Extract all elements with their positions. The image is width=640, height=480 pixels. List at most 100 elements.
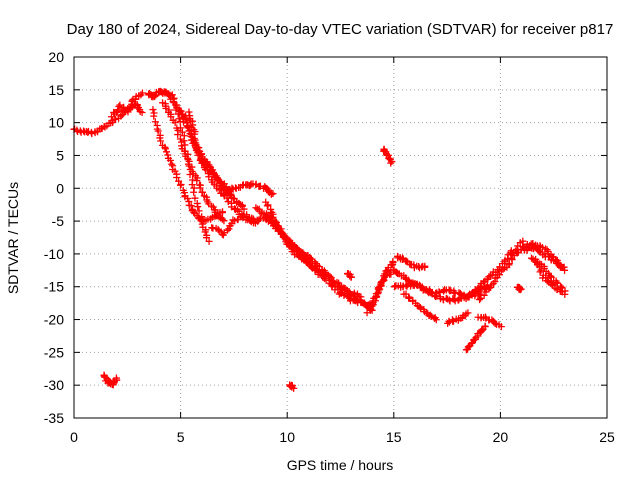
data-point-marker: [376, 285, 384, 293]
series-track-20: [400, 290, 440, 324]
data-point-marker: [389, 257, 397, 265]
data-point-marker: [224, 186, 232, 194]
data-point-marker: [536, 268, 544, 276]
data-point-marker: [205, 237, 213, 245]
data-point-marker: [193, 177, 201, 185]
data-point-marker: [548, 281, 556, 289]
data-point-marker: [538, 243, 546, 251]
series-track-5: [159, 99, 228, 225]
series-track-14: [344, 270, 355, 281]
data-point-marker: [190, 208, 198, 216]
data-point-marker: [184, 154, 192, 162]
series-track-2: [107, 100, 146, 121]
data-point-marker: [191, 194, 199, 202]
data-point-marker: [433, 292, 441, 300]
data-point-marker: [233, 206, 241, 214]
data-point-marker: [203, 234, 210, 242]
data-point-marker: [497, 323, 505, 331]
data-point-marker: [481, 322, 489, 330]
data-point-marker: [190, 135, 198, 143]
data-point-marker: [219, 208, 227, 216]
x-tick-label: 10: [279, 429, 295, 445]
y-tick-label: 5: [56, 147, 64, 163]
data-point-marker: [398, 256, 406, 264]
data-point-marker: [269, 190, 277, 198]
x-tick-label: 5: [177, 429, 185, 445]
chart-title: Day 180 of 2024, Sidereal Day-to-day VTE…: [67, 21, 614, 38]
data-point-marker: [194, 203, 202, 211]
data-point-marker: [151, 118, 159, 126]
data-point-marker: [210, 170, 218, 178]
data-point-marker: [464, 309, 472, 317]
data-point-marker: [161, 145, 169, 153]
data-point-marker: [290, 248, 298, 256]
data-point-marker: [192, 139, 200, 147]
data-point-marker: [156, 134, 164, 142]
data-point-marker: [220, 217, 228, 225]
data-point-marker: [194, 148, 202, 156]
data-point-marker: [171, 167, 179, 175]
series-track-16: [368, 266, 418, 308]
data-point-marker: [451, 297, 459, 305]
data-point-marker: [157, 137, 165, 145]
data-point-marker: [176, 181, 184, 189]
data-point-marker: [166, 92, 174, 100]
data-point-marker: [267, 190, 275, 198]
series-track-30: [532, 255, 569, 298]
data-point-marker: [115, 103, 123, 111]
y-tick-label: -5: [52, 213, 65, 229]
series-track-4: [149, 106, 227, 225]
data-point-marker: [448, 316, 456, 324]
data-point-marker: [195, 207, 203, 215]
series-track-10: [220, 180, 277, 198]
data-point-marker: [163, 148, 170, 156]
data-point-marker: [377, 281, 385, 289]
data-point-marker: [505, 259, 513, 267]
y-tick-label: 15: [48, 82, 64, 98]
series-track-17: [380, 145, 396, 167]
data-point-marker: [480, 278, 488, 286]
data-point-marker: [154, 127, 162, 135]
series-track-25: [465, 247, 515, 301]
data-point-marker: [263, 202, 271, 210]
data-point-marker: [112, 374, 120, 382]
data-point-marker: [151, 92, 159, 100]
data-point-marker: [561, 290, 569, 298]
data-point-marker: [426, 311, 434, 319]
data-point-marker: [201, 228, 209, 236]
data-point-marker: [196, 184, 204, 192]
data-point-marker: [537, 266, 545, 274]
series-track-24: [474, 313, 505, 331]
data-point-marker: [223, 226, 231, 234]
data-point-marker: [240, 205, 248, 213]
data-point-marker: [308, 264, 316, 272]
data-point-marker: [168, 160, 176, 168]
data-point-marker: [114, 106, 122, 114]
data-point-marker: [187, 202, 195, 210]
data-point-marker: [330, 280, 338, 288]
data-point-marker: [387, 159, 395, 167]
data-point-marker: [150, 112, 158, 120]
data-point-marker: [402, 257, 410, 265]
series-track-8: [185, 108, 235, 198]
data-point-marker: [138, 108, 146, 116]
y-tick-label: -25: [44, 344, 64, 360]
data-point-marker: [112, 115, 120, 123]
y-tick-label: -10: [44, 246, 64, 262]
data-point-marker: [553, 286, 561, 294]
data-point-marker: [476, 296, 484, 304]
data-point-marker: [299, 249, 307, 257]
data-point-marker: [248, 214, 256, 222]
y-tick-label: 10: [48, 115, 64, 131]
data-point-marker: [561, 266, 569, 274]
series-track-28: [519, 239, 569, 274]
data-point-marker: [171, 119, 179, 127]
data-point-marker: [543, 277, 551, 285]
data-point-marker: [273, 222, 281, 230]
data-point-marker: [388, 158, 396, 166]
data-point-marker: [195, 151, 203, 159]
series-track-33: [286, 381, 298, 392]
series-track-31: [513, 283, 525, 294]
x-tick-label: 25: [599, 429, 615, 445]
